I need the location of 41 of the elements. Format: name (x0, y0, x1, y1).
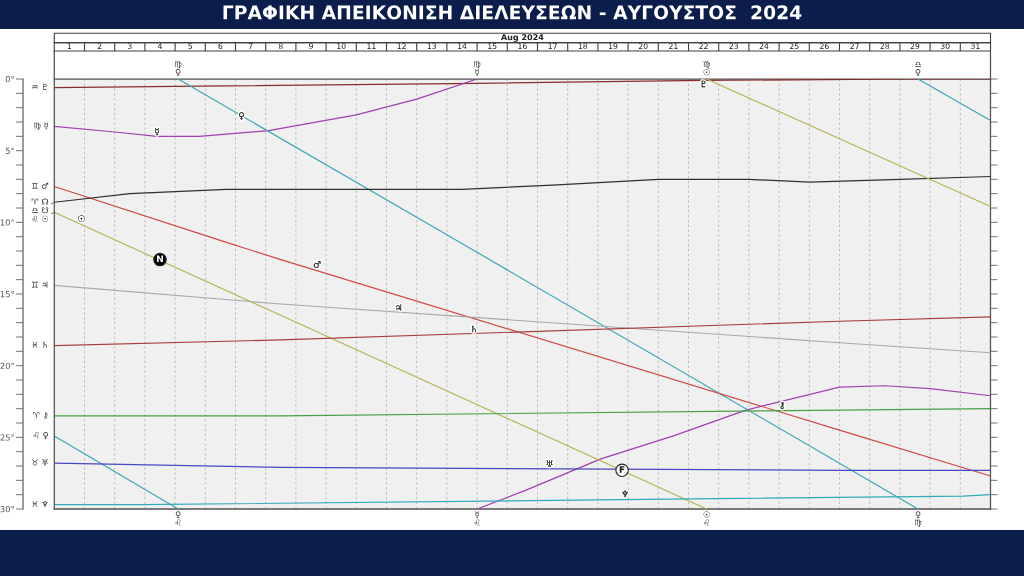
y-tick-label: 20° (0, 362, 14, 369)
annotation: ♊ ♂ (31, 182, 49, 189)
annotation: ☉ ♌ (703, 511, 710, 526)
annotation: ♓ ♄ (32, 341, 47, 348)
annotation: ♈ ☊ (31, 198, 49, 205)
y-tick-label: 30° (0, 505, 14, 513)
annotation: ♇ (701, 80, 706, 88)
annotation: F (619, 466, 625, 473)
annotation: ♃ (396, 304, 402, 311)
annotation: ♎ ☋ (31, 207, 49, 214)
annotation: ☿ (154, 127, 159, 136)
annotation: ♊ ♃ (31, 281, 48, 288)
annotation: ⚷ (780, 401, 785, 410)
annotation: ☿ ♌ (474, 511, 480, 526)
y-tick-label: 5° (5, 147, 14, 154)
annotation: ♍ ☉ (703, 61, 710, 76)
annotation: ♌ ♀ (33, 432, 49, 440)
y-tick-label: 10° (0, 219, 14, 226)
annotation: ♀ ♍ (914, 511, 922, 527)
annotation: N (157, 255, 163, 263)
chart-title: ΓΡΑΦΙΚΗ ΑΠΕΙΚΟΝΙΣΗ ΔΙΕΛΕΥΣΕΩΝ - ΑΥΓΟΥΣΤΟΣ 2024 (223, 5, 802, 20)
annotation: ♌ ☉ (32, 215, 49, 222)
annotation: ♉ ♅ (31, 459, 48, 466)
y-tick-label: 0° (5, 75, 14, 83)
annotation: ♆ (622, 490, 628, 498)
annotation: ♍ ☿ (473, 61, 481, 77)
annotation: ♀ (239, 112, 245, 120)
annotation: ♍ ☿ (33, 122, 49, 131)
annotation: ♂ (313, 261, 321, 268)
annotation: ♈ ⚷ (32, 412, 48, 419)
y-tick-label: 15° (0, 290, 14, 298)
y-tick-label: 25° (0, 434, 14, 441)
annotation: ♅ (546, 460, 553, 468)
annotation: ♄ (472, 325, 477, 333)
x-axis-title: Aug 2024 (500, 34, 544, 42)
annotation: ♎ ♀ (914, 61, 922, 77)
annotation: ♍ ♀ (174, 61, 182, 77)
annotation: ♒ ♇ (31, 83, 47, 90)
annotation: ♀ ♌ (175, 511, 181, 526)
annotation: ♓ ♆ (32, 500, 48, 507)
annotation: ☉ (78, 215, 85, 222)
